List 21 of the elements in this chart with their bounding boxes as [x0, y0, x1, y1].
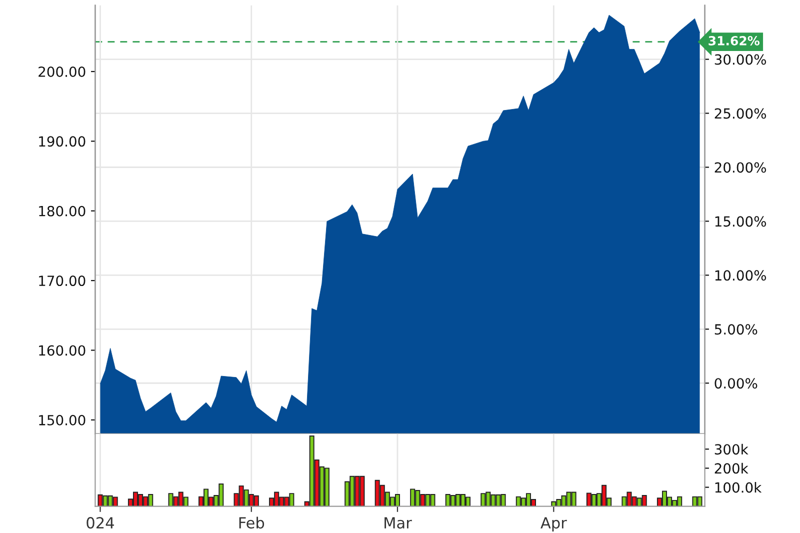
x-tick-label: Mar — [384, 517, 412, 529]
y2-tick-label: 15.00% — [715, 216, 766, 227]
y2-tick-label: 5.00% — [714, 324, 758, 335]
y-tick-label: 100.0k — [715, 482, 762, 493]
y-tick-label: 200k — [714, 462, 748, 474]
y-tick-label: 170.00 — [39, 276, 86, 286]
y2-tick-label: 10.00% — [715, 270, 766, 281]
y-tick-label: 160.00 — [39, 345, 86, 356]
y-tick-label: 300k — [714, 444, 748, 455]
y-tick-label: 200.00 — [38, 66, 86, 77]
ref-line-label: 31.62% — [708, 36, 760, 46]
y2-tick-label: 0.00% — [714, 378, 758, 389]
y2-tick-label: 30.00% — [714, 54, 766, 65]
y-tick-label: 180.00 — [39, 206, 86, 216]
y-tick-label: 150.00 — [39, 414, 86, 426]
y2-tick-label: 20.00% — [714, 162, 766, 173]
y-tick-label: 190.00 — [39, 136, 86, 147]
y2-tick-label: 25.00% — [714, 108, 766, 119]
x-tick-label: 024 — [86, 517, 114, 529]
x-tick-label: Feb — [239, 516, 264, 529]
x-tick-label: Apr — [540, 517, 567, 532]
